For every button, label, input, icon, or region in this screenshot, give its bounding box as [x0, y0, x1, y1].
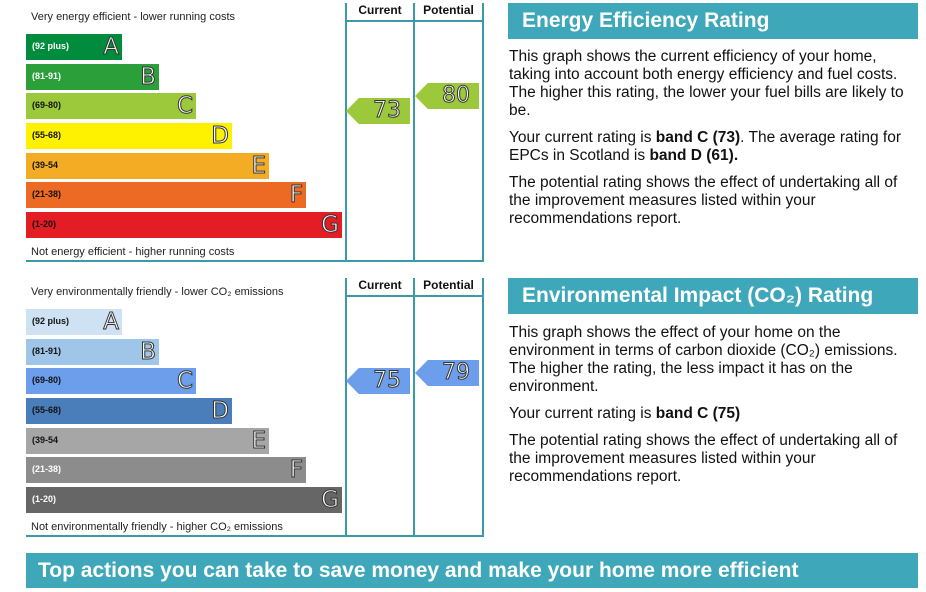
right-border [482, 3, 484, 260]
band-range: (55-68) [32, 405, 62, 415]
environmental-impact-text: This graph shows the effect of your home… [509, 324, 919, 495]
current-column-border [345, 278, 347, 535]
energy-efficiency-text: This graph shows the current efficiency … [509, 48, 919, 237]
band-range: (92 plus) [32, 316, 70, 326]
band-range: (1-20) [32, 494, 57, 504]
top-note: Very environmentally friendly - lower CO… [31, 286, 284, 298]
band-range: (21-38) [32, 189, 62, 199]
band-range: (81-91) [32, 346, 62, 356]
bottom-note: Not environmentally friendly - higher CO… [31, 521, 283, 533]
band-letter: G [321, 487, 340, 514]
band-letter: D [211, 123, 230, 150]
potential-rating-value: 79 [442, 360, 471, 386]
potential-rating-arrow: 79 [415, 360, 479, 386]
band-b-bar: (81-91) B [26, 64, 159, 91]
band-range: (92 plus) [32, 41, 70, 51]
environmental-impact-chart: Very environmentally friendly - lower CO… [26, 275, 484, 537]
current-rating-value: 73 [373, 98, 402, 124]
current-rating-arrow: 75 [346, 368, 410, 394]
band-b-bar: (81-91) B [26, 339, 159, 366]
band-letter: F [289, 182, 303, 209]
potential-rating-value: 80 [442, 83, 471, 109]
band-range: (21-38) [32, 464, 62, 474]
bottom-border [26, 260, 484, 262]
top-actions-banner: Top actions you can take to save money a… [26, 553, 918, 588]
band-range: (55-68) [32, 130, 62, 140]
potential-column-border [413, 3, 415, 260]
header-divider [345, 295, 484, 297]
band-letter: E [251, 153, 267, 180]
band-c-bar: (69-80) C [26, 93, 196, 120]
current-column-border [345, 3, 347, 260]
potential-column-border [413, 278, 415, 535]
band-d-bar: (55-68) D [26, 398, 232, 425]
environmental-impact-heading: Environmental Impact (CO₂) Rating [508, 278, 918, 314]
top-note: Very energy efficient - lower running co… [31, 11, 236, 23]
bottom-note: Not energy efficient - higher running co… [31, 246, 235, 258]
band-d-bar: (55-68) D [26, 123, 232, 150]
band-e-bar: (39-54 E [26, 428, 269, 455]
band-f-bar: (21-38) F [26, 182, 306, 209]
band-letter: A [103, 309, 120, 336]
band-letter: C [176, 368, 193, 395]
band-letter: B [140, 339, 157, 366]
band-letter: B [140, 64, 157, 91]
potential-column-header: Potential [423, 3, 474, 17]
band-c-bar: (69-80) C [26, 368, 196, 395]
band-letter: F [289, 457, 303, 484]
band-a-bar: (92 plus) A [26, 309, 122, 336]
band-a-bar: (92 plus) A [26, 34, 122, 61]
right-border [482, 278, 484, 535]
potential-column-header: Potential [423, 278, 474, 292]
band-range: (39-54 [32, 160, 59, 170]
energy-efficiency-heading: Energy Efficiency Rating [508, 3, 918, 39]
current-rating-arrow: 73 [346, 98, 410, 124]
eir-paragraph-1: This graph shows the effect of your home… [509, 324, 898, 395]
band-letter: D [211, 398, 230, 425]
eer-paragraph-2: Your current rating is band C (73). The … [509, 129, 902, 164]
band-range: (69-80) [32, 100, 62, 110]
band-letter: A [103, 34, 120, 61]
bottom-border [26, 535, 484, 537]
potential-rating-arrow: 80 [415, 83, 479, 109]
band-range: (1-20) [32, 219, 57, 229]
band-range: (39-54 [32, 435, 59, 445]
band-g-bar: (1-20) G [26, 487, 342, 514]
band-f-bar: (21-38) F [26, 457, 306, 484]
band-letter: C [176, 93, 193, 120]
current-column-header: Current [358, 3, 402, 17]
header-divider [345, 20, 484, 22]
band-range: (69-80) [32, 375, 62, 385]
band-letter: G [321, 212, 340, 239]
eir-paragraph-3: The potential rating shows the effect of… [509, 432, 898, 485]
eer-paragraph-3: The potential rating shows the effect of… [509, 174, 898, 227]
band-e-bar: (39-54 E [26, 153, 269, 180]
current-rating-value: 75 [373, 368, 402, 394]
band-letter: E [251, 428, 267, 455]
band-g-bar: (1-20) G [26, 212, 342, 239]
eir-paragraph-2: Your current rating is band C (75) [509, 405, 741, 422]
current-column-header: Current [358, 278, 402, 292]
eer-paragraph-1: This graph shows the current efficiency … [509, 48, 904, 119]
band-range: (81-91) [32, 71, 62, 81]
energy-efficiency-chart: Very energy efficient - lower running co… [26, 0, 484, 262]
